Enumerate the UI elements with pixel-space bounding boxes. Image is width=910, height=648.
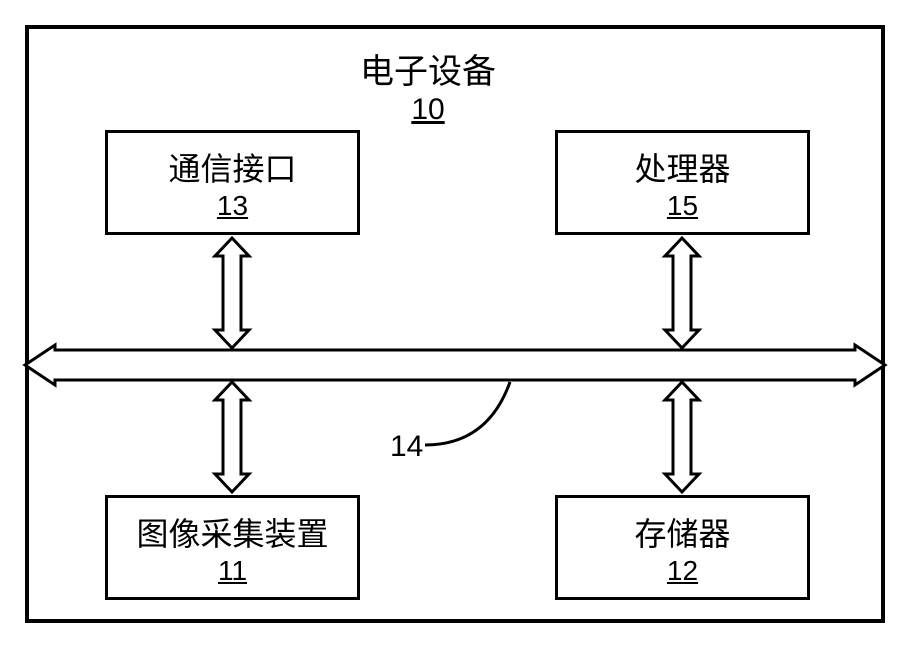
box-image-capture: 图像采集装置 11 xyxy=(105,495,360,600)
box-number: 15 xyxy=(667,190,698,222)
title-number: 10 xyxy=(360,93,496,127)
box-label: 通信接口 xyxy=(168,144,296,190)
box-number: 13 xyxy=(217,190,248,222)
box-processor: 处理器 15 xyxy=(555,130,810,235)
box-label: 处理器 xyxy=(634,144,730,190)
box-number: 12 xyxy=(667,555,698,587)
title-text: 电子设备 xyxy=(360,44,496,93)
box-label: 图像采集装置 xyxy=(136,509,328,555)
bus-label: 14 xyxy=(390,430,423,464)
box-label: 存储器 xyxy=(634,509,730,555)
box-comm-interface: 通信接口 13 xyxy=(105,130,360,235)
box-memory: 存储器 12 xyxy=(555,495,810,600)
diagram-title: 电子设备 10 xyxy=(360,44,496,127)
box-number: 11 xyxy=(218,555,247,587)
